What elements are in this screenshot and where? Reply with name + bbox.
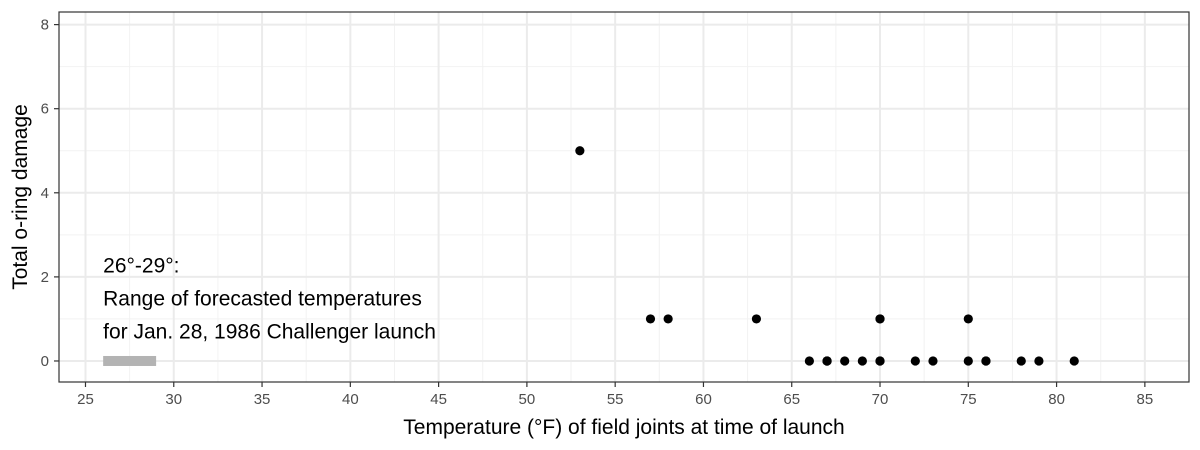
data-point	[840, 356, 850, 366]
x-tick-label: 45	[430, 391, 447, 408]
x-axis-ticks: 25 30 35 40 45 50 55 60 65 70 75 80 85	[77, 382, 1153, 408]
y-tick-label: 2	[41, 269, 49, 286]
data-point	[1034, 356, 1044, 366]
plot-border	[58, 11, 1190, 383]
data-point	[645, 314, 656, 324]
data-points	[575, 146, 1079, 366]
data-point	[804, 356, 814, 366]
y-tick-label: 0	[41, 353, 49, 370]
x-tick-label: 80	[1048, 391, 1065, 408]
data-point	[1069, 356, 1079, 366]
data-point	[663, 314, 673, 324]
data-point	[1016, 356, 1026, 366]
data-point	[875, 356, 885, 366]
x-tick-label: 35	[254, 391, 271, 408]
x-tick-label: 25	[77, 391, 94, 408]
x-axis-title: Temperature (°F) of field joints at time…	[403, 416, 844, 439]
data-point	[822, 356, 832, 366]
x-tick-label: 55	[607, 391, 624, 408]
x-tick-label: 75	[960, 391, 977, 408]
data-point	[575, 146, 585, 156]
y-axis-title: Total o-ring damage	[9, 104, 32, 290]
x-tick-label: 40	[342, 391, 359, 408]
data-point	[928, 356, 938, 366]
data-point	[963, 356, 973, 366]
data-point	[910, 356, 920, 366]
x-tick-label: 70	[872, 391, 889, 408]
data-point	[857, 356, 867, 366]
forecast-range-bar	[103, 355, 157, 366]
y-tick-label: 4	[41, 185, 49, 202]
x-tick-label: 65	[783, 391, 800, 408]
annotation-line: 26°-29°:	[103, 255, 179, 278]
annotation-line: for Jan. 28, 1986 Challenger launch	[103, 321, 436, 344]
data-point	[875, 314, 885, 324]
y-axis-ticks: 0 2 4 6 8	[41, 17, 59, 370]
data-point	[963, 314, 973, 324]
x-tick-label: 30	[165, 391, 182, 408]
annotation-line: Range of forecasted temperatures	[103, 288, 422, 311]
x-tick-label: 50	[519, 391, 536, 408]
x-tick-label: 60	[695, 391, 712, 408]
data-point	[981, 356, 991, 366]
data-point	[751, 314, 762, 324]
y-tick-label: 8	[41, 17, 49, 34]
x-tick-label: 85	[1137, 391, 1154, 408]
forecast-range-layer	[103, 355, 157, 366]
y-tick-label: 6	[41, 101, 49, 118]
annotation-text: 26°-29°: Range of forecasted temperatures…	[103, 255, 436, 344]
plot-background	[59, 12, 1189, 382]
